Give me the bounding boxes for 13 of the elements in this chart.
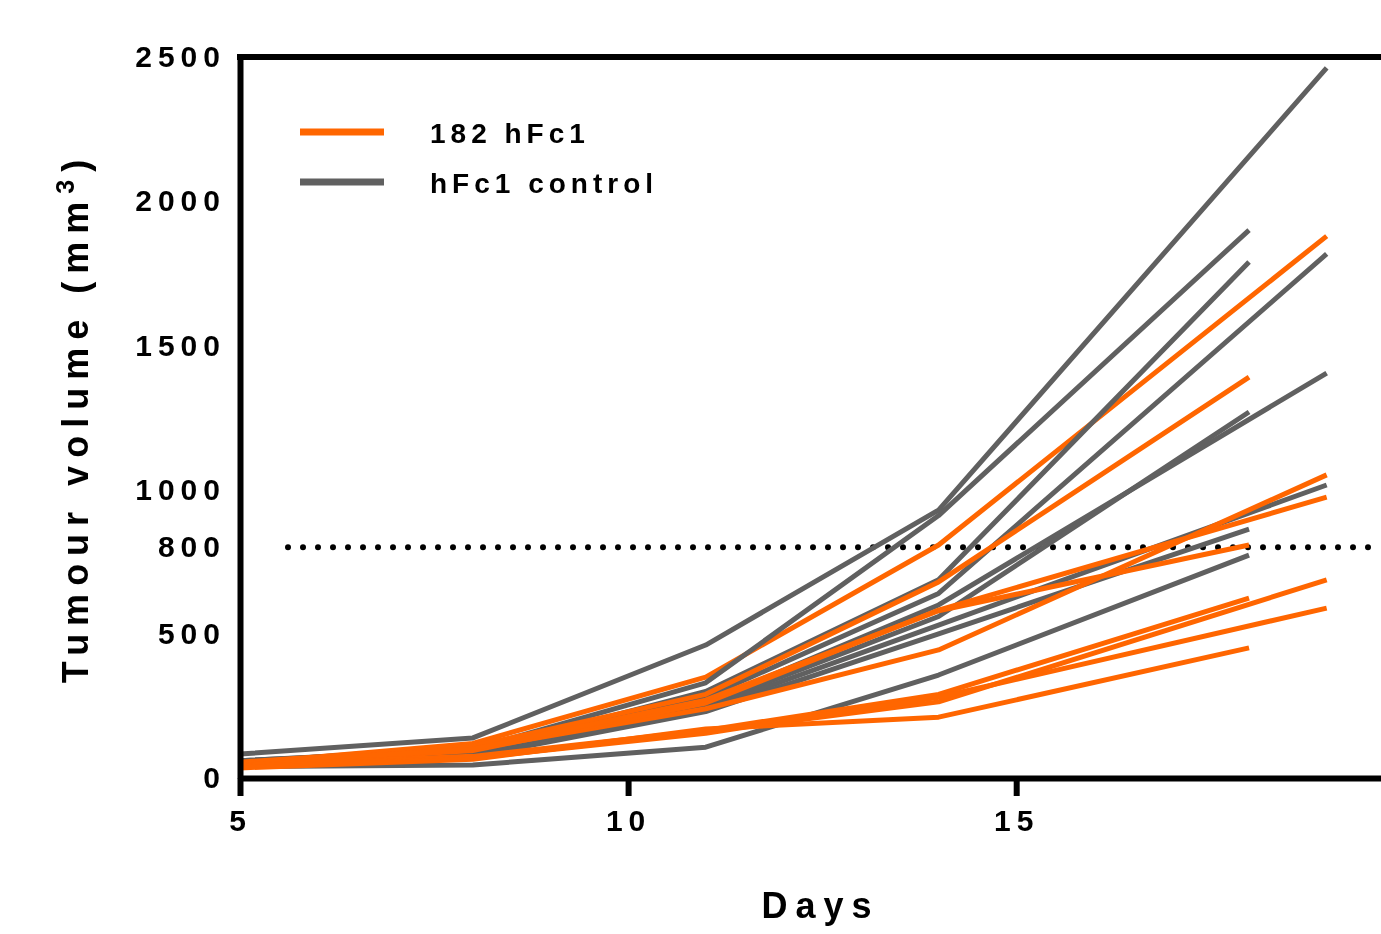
x-axis-title: Days bbox=[761, 885, 880, 926]
y-tick-label: 2000 bbox=[135, 184, 226, 218]
x-tick-label: 15 bbox=[994, 804, 1040, 838]
x-tick-label: 5 bbox=[229, 804, 252, 838]
legend-label: hFc1 control bbox=[430, 168, 659, 199]
y-tick-label: 0 bbox=[203, 761, 226, 795]
x-tick-label: 10 bbox=[605, 804, 652, 838]
legend-label: 182 hFc1 bbox=[430, 118, 590, 149]
y-tick-label: 1500 bbox=[135, 328, 226, 362]
y-tick-label: 500 bbox=[157, 616, 226, 650]
y-tick-label: 2500 bbox=[135, 40, 226, 74]
y-tick-label: 1000 bbox=[135, 472, 226, 506]
y-tick-label: 800 bbox=[157, 530, 226, 564]
